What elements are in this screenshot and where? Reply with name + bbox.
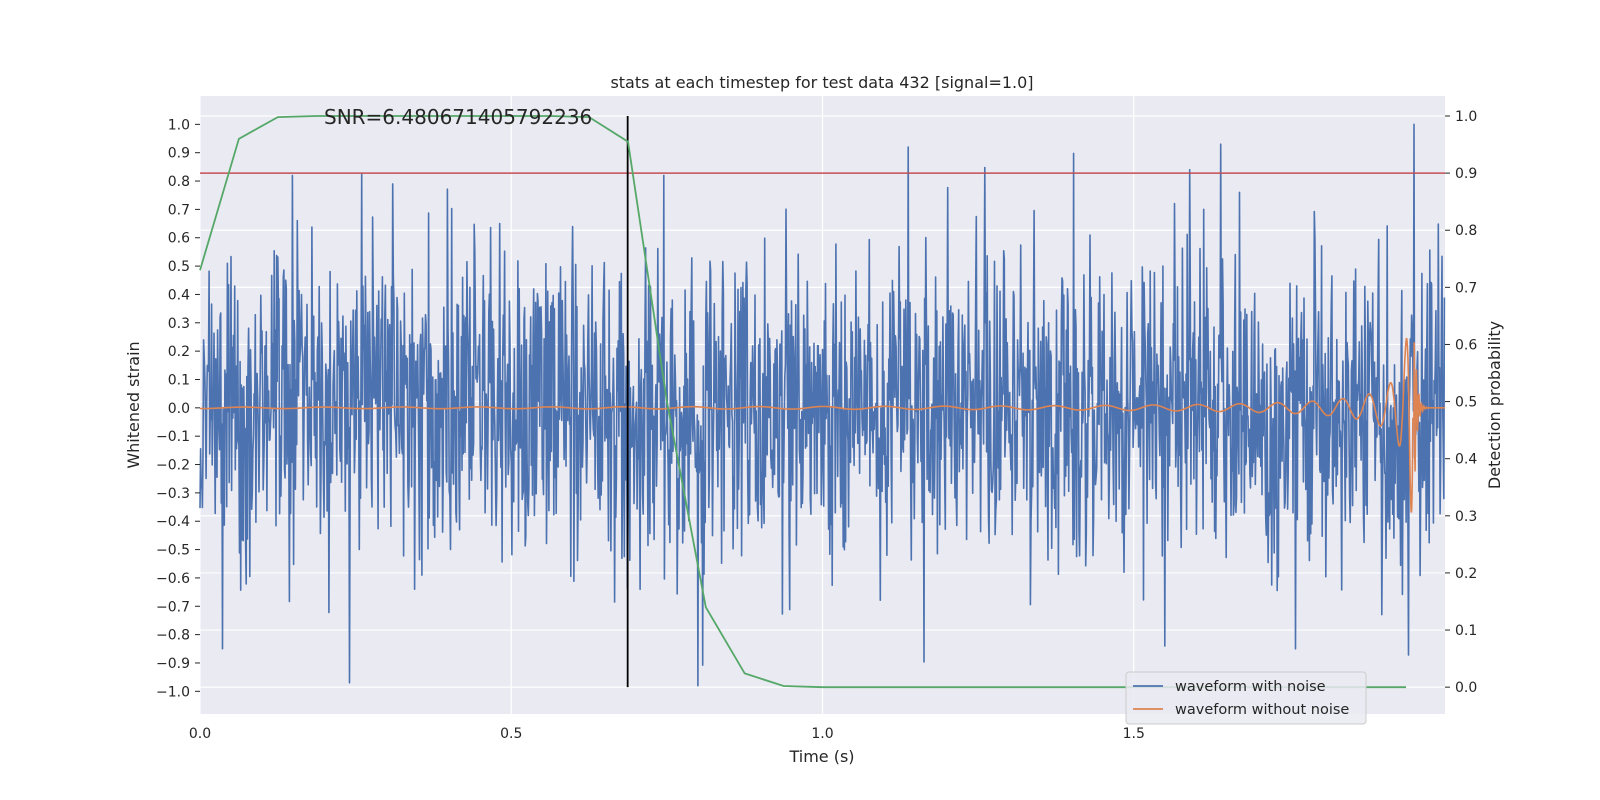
legend: waveform with noise waveform without noi… [1125, 671, 1367, 725]
y-left-tick-label: 0.4 [168, 287, 190, 303]
waveform-without-noise-series [200, 337, 1445, 513]
y-right-tick-label: 0.2 [1455, 566, 1477, 582]
x-tick-label: 0.5 [500, 726, 522, 742]
x-tick-label: 1.0 [811, 726, 833, 742]
y-left-tick-label: −0.5 [156, 543, 190, 559]
y-left-tick-label: −0.2 [156, 458, 190, 474]
y-left-tick-label: 0.3 [168, 316, 190, 332]
y-left-tick-label: −0.6 [156, 571, 190, 587]
y-left-tick-label: 1.0 [168, 117, 190, 133]
y-left-tick-label: 0.6 [168, 231, 190, 247]
y-left-tick-label: −0.7 [156, 599, 190, 615]
y-right-tick-label: 0.0 [1455, 680, 1477, 696]
y-left-axis-label: Whitened strain [124, 341, 143, 468]
y-left-tick-label: −0.4 [156, 514, 190, 530]
y-right-tick-label: 0.6 [1455, 337, 1477, 353]
y-left-tick-label: −0.3 [156, 486, 190, 502]
x-axis-label: Time (s) [788, 747, 854, 766]
x-tick-label: 0.0 [189, 726, 211, 742]
snr-annotation: SNR=6.480671405792236 [324, 105, 592, 129]
y-left-tick-label: −0.1 [156, 429, 190, 445]
y-left-tick-label: 0.8 [168, 174, 190, 190]
y-left-tick-label: 0.7 [168, 202, 190, 218]
y-right-tick-label: 0.8 [1455, 223, 1477, 239]
waveform-with-noise-series [199, 123, 1446, 687]
y-left-tick-label: 0.2 [168, 344, 190, 360]
noisy-waveform-line [199, 123, 1446, 687]
clean-waveform-line [200, 337, 1445, 513]
legend-label-noisy: waveform with noise [1175, 679, 1326, 695]
y-left-tick-label: −0.9 [156, 656, 190, 672]
y-left-axis-ticks: 1.0 0.9 0.8 0.7 0.6 0.5 0.4 0.3 0.2 0.1 0.0 −0.1 −0.… [156, 117, 200, 700]
chart-title: stats at each timestep for test data 432… [610, 73, 1033, 92]
y-right-axis-ticks: 1.0 0.9 0.8 0.7 0.6 0.5 0.4 0.3 0.2 0.1 0.0 [1445, 109, 1477, 696]
y-right-tick-label: 1.0 [1455, 109, 1477, 125]
y-left-tick-label: −0.8 [156, 628, 190, 644]
y-left-tick-label: 0.0 [168, 401, 190, 417]
y-right-tick-label: 0.9 [1455, 166, 1477, 182]
y-left-tick-label: −1.0 [156, 684, 190, 700]
y-right-tick-label: 0.4 [1455, 452, 1477, 468]
y-left-tick-label: 0.5 [168, 259, 190, 275]
y-right-tick-label: 0.3 [1455, 509, 1477, 525]
legend-label-clean: waveform without noise [1175, 702, 1349, 718]
y-right-tick-label: 0.1 [1455, 623, 1477, 639]
legend-box [1125, 671, 1367, 725]
y-left-tick-label: 0.1 [168, 372, 190, 388]
y-left-tick-label: 0.9 [168, 146, 190, 162]
y-right-axis-label: Detection probability [1485, 321, 1504, 489]
x-tick-label: 1.5 [1123, 726, 1145, 742]
y-right-tick-label: 0.7 [1455, 280, 1477, 296]
y-right-tick-label: 0.5 [1455, 395, 1477, 411]
x-axis-ticks: 0.0 0.5 1.0 1.5 [189, 726, 1145, 742]
